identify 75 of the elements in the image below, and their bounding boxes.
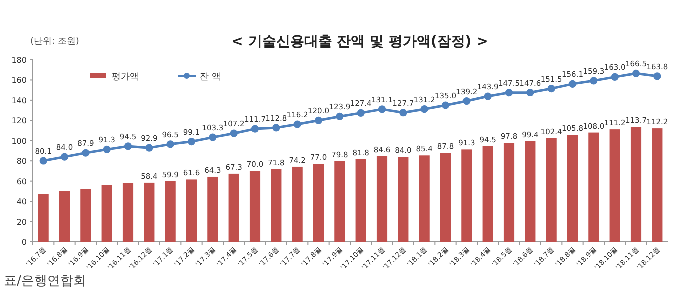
bar [567,135,578,242]
point [442,102,450,110]
point [336,112,344,121]
bar [398,157,409,242]
bar [482,146,494,242]
y-tick-label: 160 [12,76,27,86]
bar [186,180,198,242]
point [505,89,514,97]
point [420,106,428,114]
bar [525,141,536,242]
bar [630,127,642,242]
point [463,97,471,106]
bar [102,185,112,242]
point [568,80,577,88]
bar [546,138,557,242]
y-tick-label: 100 [12,136,27,146]
bar [313,164,324,242]
bar [59,191,70,242]
point [82,149,90,157]
point [484,92,492,100]
point [378,106,386,114]
bar [610,130,620,242]
point [103,146,111,154]
legend-label: 평가액 [112,72,139,82]
point [526,88,534,97]
point [272,124,280,132]
bar [80,189,92,242]
bar [440,153,452,242]
bar [38,194,49,242]
y-tick-label: 40 [16,198,27,207]
bar [228,174,240,242]
point [632,70,640,78]
y-tick-label: 120 [12,116,27,126]
bar [122,183,134,242]
point [590,77,598,85]
y-tick-label: 60 [16,177,27,186]
bar [334,161,346,242]
bar [356,159,366,242]
bar [250,171,261,242]
point [188,138,196,146]
point [611,73,619,81]
bar [165,181,176,242]
chart-title: < 기술신용대출 잔액 및 평가액(잠정) > [232,34,488,50]
y-tick-label: 80 [16,157,27,166]
point [124,142,132,150]
point [548,85,556,93]
bar [652,128,663,242]
bar [504,143,515,242]
point [209,134,217,142]
bar [419,156,430,242]
point [230,130,238,138]
bar [292,166,303,242]
bar [588,132,600,242]
y-tick-label: 20 [16,218,27,227]
point [654,72,662,80]
bar [376,156,388,242]
point [251,125,260,133]
y-tick-label: 140 [12,96,27,106]
text: 표/은행연합회 [4,274,86,289]
point [294,120,302,128]
point [146,144,154,152]
point [400,109,408,117]
point [357,109,365,117]
point [60,153,69,161]
bar [271,169,282,242]
point [314,116,323,124]
point [166,140,174,148]
bar [462,150,472,242]
y-tick-label: 180 [12,56,27,65]
legend-label: 잔 액 [200,72,221,82]
bar [208,176,218,242]
point [40,157,48,165]
y-tick-label: 0 [22,238,27,247]
bar [144,182,155,242]
text: (단위: 조원) [30,37,80,47]
